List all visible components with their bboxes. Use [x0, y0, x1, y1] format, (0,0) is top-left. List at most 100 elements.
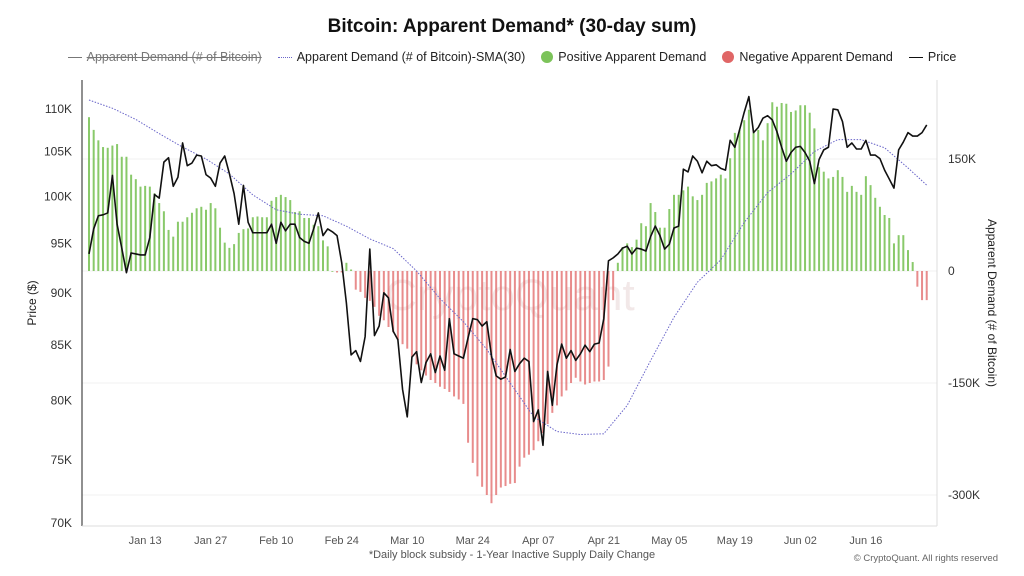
right-tick-label: -150K: [948, 376, 980, 390]
positive-demand-bar: [733, 132, 736, 271]
positive-demand-bar: [907, 250, 909, 271]
left-tick-label: 85K: [51, 338, 72, 352]
negative-demand-bar: [532, 271, 535, 451]
positive-demand-bar: [635, 239, 638, 271]
positive-demand-bar: [808, 112, 811, 271]
positive-demand-bar: [888, 217, 891, 271]
negative-demand-bar: [490, 271, 493, 504]
negative-demand-bar: [584, 271, 587, 385]
positive-demand-bar: [190, 212, 193, 271]
positive-demand-bar: [205, 209, 207, 271]
positive-demand-bar: [715, 178, 718, 271]
negative-demand-bar: [523, 271, 526, 458]
positive-demand-bar: [836, 170, 839, 271]
positive-demand-bar: [265, 217, 268, 271]
positive-demand-bar: [878, 206, 881, 271]
price-line: [88, 95, 928, 447]
negative-demand-bar: [429, 271, 432, 381]
negative-demand-bar: [392, 271, 395, 333]
positive-demand-bar: [766, 123, 769, 271]
positive-demand-bar: [312, 224, 315, 271]
legend-item-apparent-demand[interactable]: Apparent Demand (# of Bitcoin): [67, 50, 262, 64]
positive-demand-bar: [102, 147, 105, 271]
positive-demand-bar: [799, 105, 802, 272]
positive-demand-bar: [303, 217, 306, 271]
legend-item-sma30[interactable]: Apparent Demand (# of Bitcoin)-SMA(30): [277, 50, 525, 64]
positive-demand-bar: [673, 194, 675, 271]
positive-demand-bar: [200, 206, 203, 271]
negative-demand-bar: [485, 271, 488, 495]
positive-demand-bar: [761, 140, 764, 271]
right-tick-label: 0: [948, 264, 955, 278]
positive-demand-bar: [668, 209, 671, 271]
positive-demand-bar: [331, 271, 334, 272]
legend-item-positive-demand[interactable]: Positive Apparent Demand: [541, 50, 706, 64]
positive-demand-bar: [139, 186, 142, 271]
negative-demand-bar: [415, 271, 418, 365]
negative-demand-bar: [340, 271, 343, 273]
line-swatch-icon: [67, 56, 82, 58]
negative-demand-bar: [448, 271, 451, 392]
positive-demand-bar: [738, 129, 741, 271]
positive-demand-bar: [237, 232, 240, 271]
left-tick-label: 110K: [45, 102, 72, 116]
legend-item-negative-demand[interactable]: Negative Apparent Demand: [722, 50, 893, 64]
negative-demand-bar: [359, 271, 362, 292]
positive-demand-bar: [621, 247, 624, 271]
positive-demand-bar: [710, 181, 713, 271]
positive-demand-bar: [298, 211, 301, 271]
positive-demand-bar: [92, 129, 95, 271]
negative-demand-bar: [410, 271, 413, 357]
positive-demand-bar: [289, 200, 292, 271]
negative-demand-bar: [598, 271, 601, 382]
positive-demand-bar: [790, 111, 792, 272]
positive-demand-bar: [125, 156, 128, 271]
positive-demand-bar: [317, 226, 320, 271]
positive-demand-bar: [832, 176, 835, 271]
positive-demand-bar: [864, 176, 867, 271]
positive-demand-bar: [111, 145, 114, 271]
x-tick-label: Jan 27: [194, 535, 227, 547]
positive-demand-bar: [743, 120, 746, 271]
positive-demand-bar: [279, 194, 282, 271]
negative-demand-bar: [424, 271, 427, 376]
positive-demand-bar: [874, 197, 877, 271]
positive-demand-bar: [116, 144, 119, 271]
positive-demand-bar: [233, 244, 236, 271]
x-tick-label: Mar 10: [390, 535, 424, 547]
x-tick-label: Apr 21: [588, 535, 620, 547]
positive-demand-bar: [804, 105, 807, 272]
positive-demand-bar: [705, 182, 708, 271]
x-tick-label: May 05: [651, 535, 687, 547]
legend-item-price[interactable]: Price: [908, 50, 956, 64]
positive-demand-bar: [747, 109, 750, 271]
positive-demand-bar: [251, 217, 254, 271]
x-tick-label: Feb 10: [259, 535, 293, 547]
positive-demand-bar: [883, 215, 886, 271]
positive-demand-bar: [176, 221, 179, 271]
positive-demand-bar: [214, 208, 217, 271]
positive-demand-bar: [144, 185, 147, 271]
negative-demand-bar: [509, 271, 512, 484]
positive-demand-bar: [162, 211, 165, 271]
positive-demand-bar: [148, 186, 151, 271]
left-tick-label: 70K: [51, 516, 72, 530]
positive-demand-bar: [640, 223, 643, 271]
positive-demand-bar: [794, 110, 797, 271]
positive-demand-bar: [270, 200, 273, 271]
left-tick-label: 75K: [51, 453, 72, 467]
positive-demand-bar: [771, 102, 774, 272]
green-circle-icon: [541, 51, 554, 63]
negative-demand-bar: [420, 271, 423, 371]
x-tick-label: May 19: [717, 535, 753, 547]
positive-demand-bar: [626, 243, 629, 271]
negative-demand-bar: [546, 271, 549, 425]
positive-demand-bar: [261, 217, 264, 271]
positive-demand-bar: [841, 176, 844, 271]
x-tick-label: Feb 24: [325, 535, 359, 547]
positive-demand-bar: [897, 235, 900, 271]
left-tick-label: 90K: [51, 286, 72, 300]
positive-demand-bar: [172, 236, 175, 271]
negative-demand-bar: [453, 271, 456, 397]
